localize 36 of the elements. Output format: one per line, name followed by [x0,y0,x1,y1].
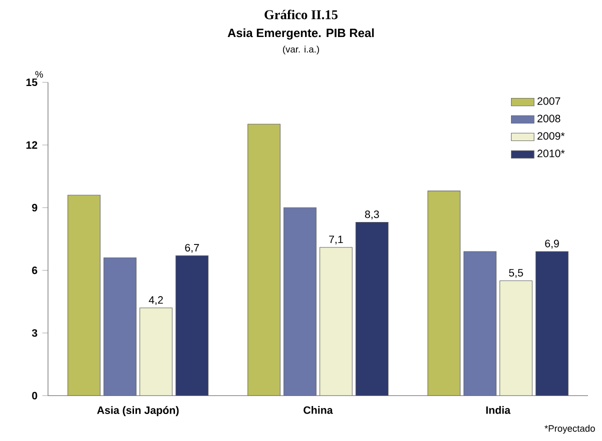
legend-label: 2008 [538,114,560,122]
y-tick-label: 6 [32,266,38,274]
y-tick-label: 0 [32,392,38,400]
x-tick-label: Asia (sin Japón) [97,406,179,416]
legend-label: 2010* [538,150,565,158]
bar [140,308,172,396]
legend-label: 2007 [538,97,560,105]
bar [464,251,496,396]
y-tick-label: 9 [32,204,38,212]
data-label: 7,1 [329,236,343,244]
chart-title: Gráfico II.15 [264,10,338,20]
bar [68,194,100,396]
x-tick-label: China [304,406,333,414]
data-label: 6,7 [185,244,199,253]
data-label: 8,3 [365,210,379,220]
bar [536,251,568,396]
bar [248,124,280,396]
text: *Proyectado [544,424,595,434]
bar [104,258,136,396]
bar [320,247,352,396]
data-label: 5,5 [509,269,523,278]
legend-label: 2009* [538,132,565,140]
bar [500,280,532,396]
chart-subtitle: Asia Emergente. PIB Real [228,28,374,40]
y-tick-label: 15 [26,78,38,86]
y-tick-label: 12 [26,141,38,149]
y-tick-label: 3 [32,329,38,337]
bar [356,222,388,396]
data-label: 4,2 [148,296,163,305]
x-tick-label: India [486,406,511,414]
data-label: 6,9 [545,240,559,249]
bar [284,207,316,396]
y-axis-title: % [35,71,43,78]
text: (var. i.a.) [283,46,320,54]
bar [176,255,208,396]
bar [428,190,460,396]
